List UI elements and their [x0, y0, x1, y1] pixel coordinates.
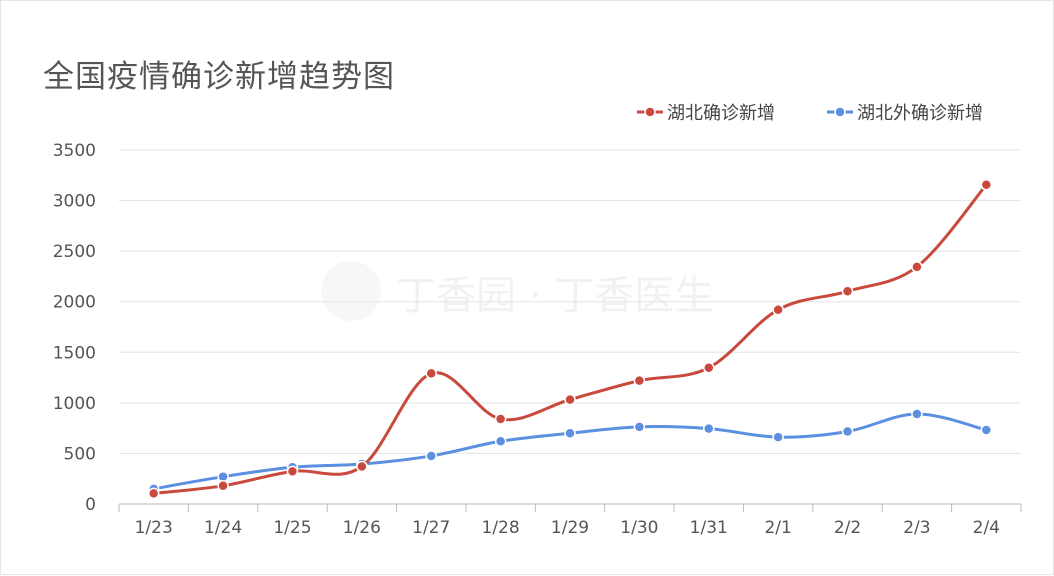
data-point	[633, 374, 646, 387]
x-tick-label: 1/26	[343, 518, 381, 538]
y-tick-label: 3500	[53, 141, 96, 161]
data-point	[356, 460, 368, 473]
y-tick-label: 2000	[53, 293, 96, 313]
y-tick-label: 1000	[53, 394, 96, 414]
data-point	[911, 408, 923, 420]
legend-label: 湖北外确诊新增	[857, 103, 983, 124]
data-point	[841, 285, 854, 298]
data-point	[911, 261, 923, 273]
data-point	[772, 303, 784, 316]
legend-label: 湖北确诊新增	[667, 103, 775, 124]
data-point	[286, 465, 299, 478]
y-tick-label: 0	[85, 495, 96, 515]
data-point	[564, 393, 576, 406]
series-line	[153, 183, 988, 495]
y-tick-label: 1500	[53, 343, 96, 363]
y-tick-label: 500	[64, 444, 96, 464]
data-point	[564, 427, 576, 439]
data-point	[217, 480, 229, 492]
chart-title: 全国疫情确诊新增趋势图	[43, 59, 395, 95]
legend-marker	[834, 106, 846, 118]
x-tick-label: 1/27	[412, 518, 450, 538]
data-point	[772, 431, 784, 443]
x-tick-label: 2/2	[834, 518, 861, 538]
data-point	[494, 413, 507, 425]
data-point	[425, 450, 437, 462]
x-tick-label: 1/31	[690, 518, 728, 538]
x-tick-label: 1/30	[620, 518, 658, 538]
data-point	[147, 487, 160, 500]
x-tick-label: 2/4	[973, 518, 1000, 538]
legend-marker	[644, 106, 656, 118]
data-point	[841, 425, 854, 438]
data-point	[494, 435, 507, 448]
x-tick-label: 2/3	[903, 518, 930, 538]
data-point	[703, 422, 715, 435]
data-point	[425, 367, 437, 380]
y-tick-label: 3000	[53, 192, 96, 212]
data-point	[703, 362, 715, 374]
x-tick-label: 1/29	[551, 518, 589, 538]
series-line	[153, 412, 987, 491]
x-tick-label: 1/24	[204, 518, 242, 538]
x-tick-label: 1/25	[273, 518, 311, 538]
data-point	[980, 179, 993, 191]
watermark: 丁香园 · 丁香医生	[396, 273, 714, 319]
watermark-logo	[321, 261, 381, 321]
x-tick-label: 2/1	[764, 518, 791, 538]
y-tick-label: 2500	[53, 242, 96, 262]
data-point	[633, 421, 646, 433]
x-tick-label: 1/28	[482, 518, 520, 538]
x-tick-label: 1/23	[135, 518, 173, 538]
data-point	[980, 424, 993, 436]
